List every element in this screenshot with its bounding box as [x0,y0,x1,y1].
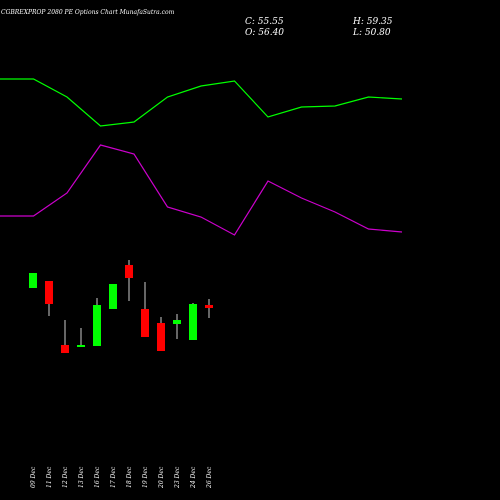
candle-body [125,265,133,278]
x-tick-label: 09 Dec [30,466,37,488]
x-tick-label: 17 Dec [110,466,117,488]
x-tick-label: 19 Dec [142,466,149,488]
x-tick-label: 24 Dec [190,466,197,489]
candle-body [77,345,85,347]
low-value: L: 50.80 [352,28,391,38]
candle-body [61,345,69,353]
x-tick-label: 12 Dec [62,466,69,488]
indicator-line-1 [0,78,403,127]
x-tick-label: 23 Dec [174,466,181,489]
candle-body [93,305,101,346]
candle-body [173,320,181,324]
x-tick-label: 11 Dec [46,466,53,488]
candle-body [141,309,149,337]
candle-body [205,305,213,308]
x-tick-label: 18 Dec [126,466,133,488]
candle-body [189,304,197,340]
indicator-line-2 [0,144,403,236]
candle-body [29,273,37,288]
chart-title: CGBREXPROP 2080 PE Options Chart MunafaS… [1,9,175,16]
candle-body [109,284,117,309]
x-tick-label: 13 Dec [78,466,85,488]
x-tick-label: 20 Dec [158,466,165,489]
indicator-lines [0,78,403,236]
open-value: O: 56.40 [245,28,284,38]
candle-body [157,323,165,351]
x-tick-label: 26 Dec [206,466,213,489]
candlesticks [29,260,213,353]
high-value: H: 59.35 [352,17,393,27]
x-axis-labels: 09 Dec 11 Dec 12 Dec 13 Dec 16 Dec 17 Dec 18 D… [30,466,213,489]
close-value: C: 55.55 [245,17,284,27]
x-tick-label: 16 Dec [94,466,101,488]
candle-body [45,281,53,304]
